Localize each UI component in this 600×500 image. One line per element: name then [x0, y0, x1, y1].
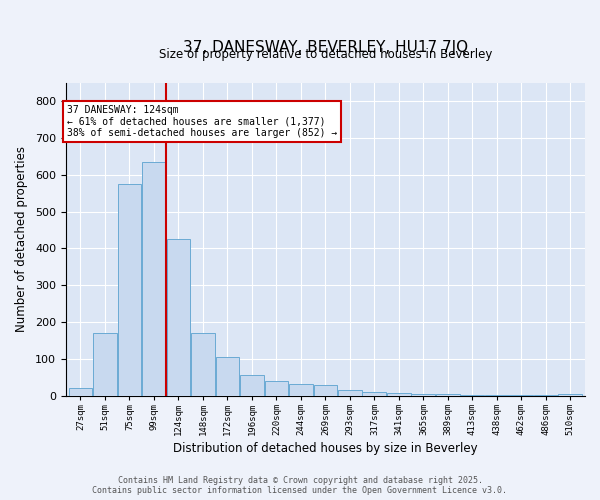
Title: 37, DANESWAY, BEVERLEY, HU17 7JQ: 37, DANESWAY, BEVERLEY, HU17 7JQ	[183, 40, 468, 55]
Bar	[412, 394, 435, 396]
Text: Contains HM Land Registry data © Crown copyright and database right 2025.
Contai: Contains HM Land Registry data © Crown c…	[92, 476, 508, 495]
Y-axis label: Number of detached properties: Number of detached properties	[15, 146, 28, 332]
Bar	[265, 381, 288, 396]
Bar	[191, 333, 215, 396]
Bar	[559, 394, 582, 396]
Bar	[362, 392, 386, 396]
X-axis label: Distribution of detached houses by size in Beverley: Distribution of detached houses by size …	[173, 442, 478, 455]
Bar	[240, 375, 264, 396]
Bar	[338, 390, 362, 396]
Bar	[314, 385, 337, 396]
Bar	[436, 394, 460, 396]
Bar	[167, 239, 190, 396]
Bar	[289, 384, 313, 396]
Bar	[142, 162, 166, 396]
Bar	[387, 393, 411, 396]
Bar	[118, 184, 142, 396]
Text: 37 DANESWAY: 124sqm
← 61% of detached houses are smaller (1,377)
38% of semi-det: 37 DANESWAY: 124sqm ← 61% of detached ho…	[67, 104, 337, 138]
Bar	[215, 357, 239, 396]
Bar	[93, 333, 117, 396]
Bar	[68, 388, 92, 396]
Text: Size of property relative to detached houses in Beverley: Size of property relative to detached ho…	[159, 48, 492, 60]
Bar	[460, 395, 484, 396]
Bar	[485, 395, 509, 396]
